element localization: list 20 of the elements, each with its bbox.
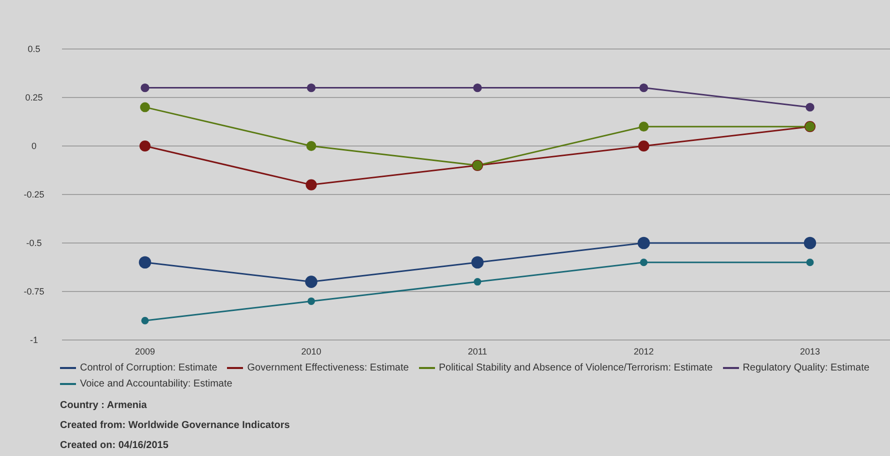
text: Created on: 04/16/2015 <box>60 439 170 453</box>
legend-label: Regulatory Quality: Estimate <box>742 362 870 374</box>
legend-label: Control of Corruption: Estimate <box>80 362 218 374</box>
x-tick-label: 2011 <box>468 346 488 356</box>
y-tick-label: 0 <box>31 141 37 152</box>
y-tick-label: 0.25 <box>25 92 43 103</box>
x-tick-label: 2013 <box>800 346 820 356</box>
y-tick-label: -0.75 <box>24 286 44 297</box>
x-tick-label: 2012 <box>634 346 654 356</box>
text: Created from: Worldwide Governance Indicators <box>60 419 290 433</box>
y-tick-label: 0.5 <box>28 44 40 54</box>
legend-label: Political Stability and Absence of Violence/Terrorism: Estimate <box>438 362 713 374</box>
legend-label: Voice and Accountability: Estimate <box>80 378 232 390</box>
legend-label: Government Effectiveness: Estimate <box>247 362 409 374</box>
y-tick-label: -1 <box>30 335 38 346</box>
x-tick-label: 2009 <box>134 346 156 356</box>
y-tick-label: -0.25 <box>24 190 44 200</box>
y-tick-label: -0.5 <box>26 238 42 248</box>
x-tick-label: 2010 <box>301 346 322 356</box>
text: Country : Armenia <box>60 399 148 413</box>
